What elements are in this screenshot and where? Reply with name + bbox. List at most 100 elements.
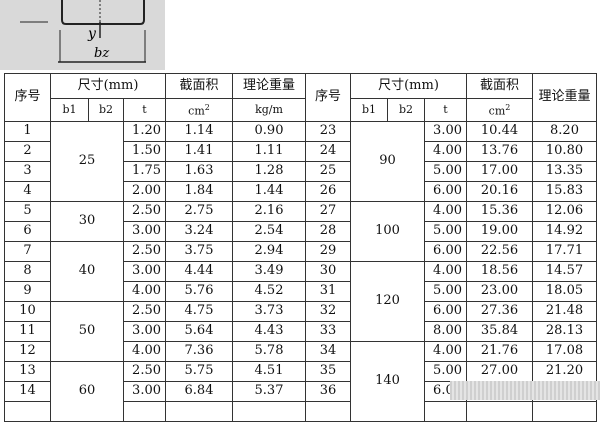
thickness-cell: 6.00 [424, 240, 467, 262]
seq-cell: 25 [305, 160, 351, 182]
seq-cell: 33 [305, 320, 351, 342]
b2-header: b2 [387, 98, 425, 122]
thickness-cell: 3.00 [123, 320, 166, 342]
side-length-cell: 120 [350, 260, 425, 342]
table-row: 32 6.00 27.36 21.48 [305, 300, 597, 322]
seq-cell: 26 [305, 180, 351, 202]
size-header: 尺寸(mm) [50, 73, 166, 99]
table-row: 25 5.00 17.00 13.35 [305, 160, 597, 182]
area-cell: 4.44 [165, 260, 233, 282]
table-row: 31 5.00 23.00 18.05 [305, 280, 597, 302]
thickness-cell [424, 400, 467, 422]
y-axis-label: y [87, 26, 97, 42]
weight-cell: 17.71 [532, 240, 597, 262]
weight-cell: 8.20 [532, 120, 597, 142]
area-cell: 27.00 [466, 360, 533, 382]
seq-cell: 1 [4, 120, 51, 142]
area-cell: 5.64 [165, 320, 233, 342]
b2-header: b2 [88, 98, 124, 122]
spec-table-right: 序号 尺寸(mm) 截面积 理论重量 b1 b2 t cm2 23 90 3.00 10.44 8.20… [305, 73, 597, 422]
rectangular-tube-drawing: y bz [20, 0, 146, 63]
weight-cell: 3.49 [232, 260, 306, 282]
side-length-cell: 60 [50, 360, 124, 422]
table-row: 8 3.00 4.44 3.49 [4, 260, 306, 282]
side-length-cell: 140 [350, 340, 425, 422]
table-row: 29 6.00 22.56 17.71 [305, 240, 597, 262]
side-length-cell: 25 [50, 120, 124, 202]
thickness-cell: 4.00 [424, 140, 467, 162]
table-row: 12 4.00 7.36 5.78 [4, 340, 306, 362]
weight-cell: 2.94 [232, 240, 306, 262]
thickness-cell: 3.00 [123, 260, 166, 282]
area-cell: 22.56 [466, 240, 533, 262]
area-cell: 27.36 [466, 300, 533, 322]
table-row: 24 4.00 13.76 10.80 [305, 140, 597, 162]
thickness-cell: 2.00 [123, 180, 166, 202]
weight-cell: 2.54 [232, 220, 306, 242]
thickness-cell: 2.50 [123, 300, 166, 322]
weight-cell: 4.43 [232, 320, 306, 342]
thickness-cell: 1.20 [123, 120, 166, 142]
table-row: 14 3.00 6.84 5.37 [4, 380, 306, 402]
area-cell: 1.41 [165, 140, 233, 162]
subheader-row: b1 b2 t cm2 kg/m [5, 98, 306, 122]
table-row: 27 100 4.00 15.36 12.06 [305, 200, 597, 262]
seq-cell: 12 [4, 340, 51, 362]
side-length-cell: 90 [350, 120, 425, 202]
table-row: 1 25 1.20 1.14 0.90 [4, 120, 306, 202]
size-header: 尺寸(mm) [350, 73, 467, 99]
area-cell: 23.00 [466, 280, 533, 302]
area-cell: 19.00 [466, 220, 533, 242]
table-row: 30 120 4.00 18.56 14.57 [305, 260, 597, 342]
thickness-cell: 3.00 [123, 220, 166, 242]
seq-cell: 4 [4, 180, 51, 202]
side-length-cell: 30 [50, 200, 124, 242]
b1-header: b1 [350, 98, 388, 122]
area-header: 截面积 [165, 73, 233, 99]
header-row: 序号 尺寸(mm) 截面积 理论重量 [4, 73, 306, 122]
table-row: 33 8.00 35.84 28.13 [305, 320, 597, 342]
thickness-cell: 1.50 [123, 140, 166, 162]
thickness-cell: 3.00 [424, 120, 467, 142]
bz-dimension-label: bz [94, 46, 109, 61]
seq-cell: 8 [4, 260, 51, 282]
area-cell: 1.84 [165, 180, 233, 202]
thickness-cell: 2.50 [123, 200, 166, 222]
table-row: 9 4.00 5.76 4.52 [4, 280, 306, 302]
table-row: 26 6.00 20.16 15.83 [305, 180, 597, 202]
weight-cell: 10.80 [532, 140, 597, 162]
weight-cell: 0.90 [232, 120, 306, 142]
table-row: 23 90 3.00 10.44 8.20 [305, 120, 597, 202]
side-length-cell: 100 [350, 200, 425, 262]
thickness-cell: 4.00 [424, 260, 467, 282]
seq-cell: 11 [4, 320, 51, 342]
table-row: 10 50 2.50 4.75 3.73 [4, 300, 306, 362]
weight-cell: 28.13 [532, 320, 597, 342]
weight-cell: 5.78 [232, 340, 306, 362]
weight-cell: 3.73 [232, 300, 306, 322]
side-length-cell: 50 [50, 300, 124, 362]
seq-cell: 31 [305, 280, 351, 302]
thickness-cell: 2.50 [123, 240, 166, 262]
seq-cell: 9 [4, 280, 51, 302]
seq-cell: 23 [305, 120, 351, 142]
area-unit-header: cm2 [466, 98, 533, 122]
thickness-cell: 4.00 [424, 340, 467, 362]
thickness-cell: 6.00 [424, 180, 467, 202]
weight-header: 理论重量 [532, 73, 597, 122]
table-row: 5 30 2.50 2.75 2.16 [4, 200, 306, 242]
area-cell [466, 400, 533, 422]
thickness-cell: 3.00 [123, 380, 166, 402]
seq-cell: 35 [305, 360, 351, 382]
area-cell [165, 400, 233, 422]
thickness-cell: 4.00 [123, 280, 166, 302]
t-header: t [424, 98, 467, 122]
weight-cell: 14.57 [532, 260, 597, 282]
table-row: 4 2.00 1.84 1.44 [4, 180, 306, 202]
seq-cell: 5 [4, 200, 51, 222]
thickness-cell: 5.00 [424, 280, 467, 302]
table-row: 7 40 2.50 3.75 2.94 [4, 240, 306, 302]
thickness-cell: 4.00 [123, 340, 166, 362]
thickness-cell: 6.00 [424, 300, 467, 322]
seq-cell: 27 [305, 200, 351, 222]
